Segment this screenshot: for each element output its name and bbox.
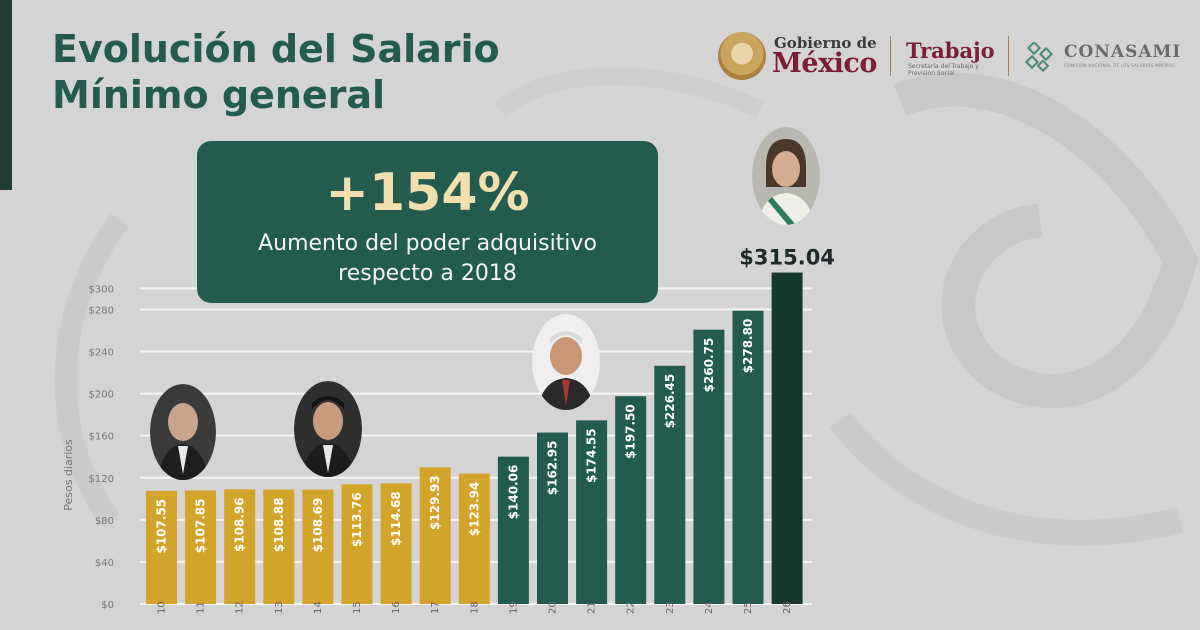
- bar: [654, 365, 686, 604]
- x-tick-label: 18: [469, 601, 480, 614]
- bar: [771, 272, 803, 604]
- portrait-2012s-icon: [294, 381, 362, 477]
- bar-value-label: $107.55: [155, 499, 169, 554]
- bar-value-label: $226.45: [663, 374, 677, 429]
- bar-value-label: $315.04: [739, 246, 835, 270]
- x-tick-label: 13: [274, 601, 285, 614]
- x-tick-label: 19: [508, 601, 519, 614]
- callout-value: +154%: [325, 163, 530, 223]
- conasami-logo-main: CONASAMI: [1064, 42, 1182, 62]
- bar: [380, 483, 412, 604]
- x-tick-label: 21: [587, 601, 598, 614]
- y-tick-label: $80: [95, 516, 114, 527]
- bar-value-label: $278.80: [741, 319, 755, 374]
- x-tick-label: 25: [743, 601, 754, 614]
- bar: [146, 490, 177, 604]
- bar: [537, 432, 568, 604]
- title-line-2: Mínimo general: [52, 73, 386, 117]
- x-tick-label: 12: [235, 601, 246, 614]
- x-tick-label: 14: [313, 601, 324, 614]
- side-accent-bar: [0, 0, 12, 190]
- y-axis-label: Pesos diarios: [62, 439, 75, 511]
- x-tick-label: 17: [430, 601, 441, 614]
- x-tick-label: 20: [548, 601, 559, 614]
- conasami-icon: [1024, 42, 1054, 72]
- x-tick-label: 16: [391, 601, 402, 614]
- increase-callout: +154% Aumento del poder adquisitivo resp…: [197, 141, 658, 303]
- bar-value-label: $197.50: [624, 404, 638, 459]
- bar-value-label: $162.95: [546, 441, 560, 496]
- x-tick-label: 11: [196, 601, 207, 614]
- y-tick-label: $40: [95, 558, 114, 569]
- national-seal-icon: [718, 32, 766, 80]
- portrait-2026-icon: [752, 127, 820, 225]
- bar-value-label: $260.75: [702, 338, 716, 393]
- trabajo-logo-sub: Secretaría del Trabajo y Previsión Socia…: [908, 63, 979, 77]
- bar: [224, 489, 256, 604]
- callout-line-2: respecto a 2018: [338, 261, 517, 286]
- bar: [419, 467, 451, 604]
- x-tick-label: 10: [157, 601, 168, 614]
- bar-value-label: $174.55: [585, 428, 599, 483]
- bar: [341, 484, 373, 604]
- logo-divider: [890, 36, 891, 76]
- bar: [732, 310, 764, 604]
- bar-value-label: $108.96: [233, 497, 247, 552]
- bar-value-label: $113.76: [350, 492, 364, 547]
- logo-divider: [1008, 36, 1009, 76]
- y-tick-label: $240: [89, 348, 114, 359]
- x-tick-label: 26: [782, 601, 793, 614]
- title-line-1: Evolución del Salario: [52, 27, 500, 71]
- logo-strip: Gobierno de México Trabajo Secretaría de…: [718, 30, 1188, 86]
- bar-value-label: $108.88: [272, 497, 286, 552]
- x-tick-label: 22: [626, 601, 637, 614]
- y-tick-label: $0: [101, 600, 114, 611]
- bar: [576, 420, 608, 604]
- bar-value-label: $129.93: [428, 475, 442, 530]
- y-tick-label: $300: [89, 284, 114, 295]
- y-tick-label: $160: [89, 432, 114, 443]
- x-tick-label: 24: [704, 601, 715, 614]
- y-tick-label: $280: [89, 305, 114, 316]
- portrait-2019s-icon: [532, 314, 600, 410]
- gobierno-logo-top: Gobierno de: [774, 34, 877, 52]
- bar: [693, 329, 725, 604]
- gobierno-logo-main: México: [772, 48, 877, 79]
- bar: [615, 396, 647, 604]
- page-title: Evolución del Salario Mínimo general: [52, 26, 500, 118]
- bar: [302, 489, 334, 604]
- portrait-2010s-icon: [150, 384, 216, 480]
- y-tick-label: $200: [89, 390, 114, 401]
- conasami-logo-sub: COMISIÓN NACIONAL DE LOS SALARIOS MÍNIMO…: [1064, 63, 1176, 68]
- x-tick-label: 15: [352, 601, 363, 614]
- bar: [458, 473, 490, 604]
- bar-value-label: $114.68: [389, 491, 403, 546]
- callout-line-1: Aumento del poder adquisitivo: [258, 231, 597, 256]
- bar: [497, 456, 529, 604]
- bar: [263, 489, 295, 604]
- x-tick-label: 23: [665, 601, 676, 614]
- y-tick-label: $120: [89, 474, 114, 485]
- bar-value-label: $108.69: [311, 498, 325, 553]
- bar-value-label: $107.85: [194, 499, 208, 554]
- bar: [185, 490, 217, 604]
- bar-value-label: $123.94: [467, 482, 481, 537]
- bar-value-label: $140.06: [506, 465, 520, 520]
- trabajo-logo-main: Trabajo: [906, 38, 995, 63]
